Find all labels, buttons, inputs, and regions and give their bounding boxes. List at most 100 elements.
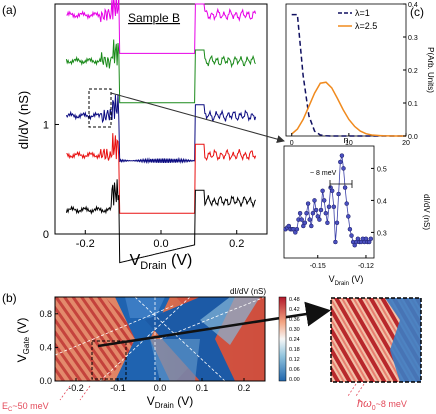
c-bottom-xtick-label: -0.15 bbox=[310, 263, 326, 270]
c-bottom-ytick-label: 0.5 bbox=[377, 166, 387, 173]
sample-annotation: Sample B bbox=[128, 11, 180, 25]
phonon-annotation: ħω0~8 meV bbox=[347, 383, 407, 412]
trace-navy bbox=[65, 94, 257, 165]
c-top-ytick-label: 0.3 bbox=[408, 35, 418, 42]
ec-annotation: EC~50 meV bbox=[2, 385, 91, 413]
colorbar-tick-label: 0.48 bbox=[289, 297, 300, 303]
b-xtick-label: 0.1 bbox=[196, 383, 209, 393]
panel-a: (a) Sample B -0.2 0.0 0.2 0 1 dI/dV (nS) VDr… bbox=[2, 0, 285, 272]
heatmap-guide-1 bbox=[54, 304, 176, 356]
heatmap-zoom-box bbox=[91, 340, 127, 380]
panel-c-label: (c) bbox=[410, 5, 424, 19]
heatmap bbox=[54, 296, 331, 382]
panel-c-bottom-x-axis-label: VDrain (V) bbox=[329, 274, 364, 287]
heatmap-mid-band bbox=[150, 339, 200, 381]
c-bottom-xtick-label: -0.12 bbox=[358, 263, 374, 270]
b-xtick-label: 0.0 bbox=[154, 383, 167, 393]
b-xtick-label: -0.2 bbox=[68, 383, 84, 393]
b-ytick-label: 0.8 bbox=[39, 309, 52, 319]
c-top-xtick-label: 0 bbox=[290, 140, 294, 147]
panel-c-top-axes: 0 10 200.0 0.1 0.2 0.3 0.4 bbox=[290, 2, 418, 147]
colorbar-tick-label: 0.18 bbox=[289, 347, 300, 353]
panel-a-y-axis-label: dI/dV (nS) bbox=[16, 91, 31, 150]
a-xtick-label: -0.2 bbox=[76, 238, 95, 250]
phonon-annotation-line-1 bbox=[347, 383, 357, 397]
c-bottom-point bbox=[339, 153, 345, 158]
c-bottom-point bbox=[336, 191, 341, 197]
b-ytick-label: 0.0 bbox=[39, 376, 52, 386]
c-top-series-1 bbox=[291, 81, 406, 137]
colorbar-tick-label: 0.36 bbox=[289, 317, 300, 323]
panel-a-traces bbox=[65, 0, 257, 264]
c-bottom-point bbox=[299, 217, 304, 222]
panel-b-axes: -0.2 -0.1 0.0 0.1 0.2 0.0 0.4 0.8 bbox=[39, 309, 250, 393]
c-bottom-point bbox=[309, 223, 314, 229]
c-top-ytick-label: 0.4 bbox=[408, 2, 418, 9]
panel-c-bottom-plot bbox=[283, 153, 374, 248]
trace-black bbox=[65, 179, 257, 264]
c-top-xtick-label: 20 bbox=[402, 140, 410, 147]
a-ytick-label: 1 bbox=[43, 119, 49, 131]
heatmap-guide-4 bbox=[159, 296, 266, 340]
c-top-ytick-label: 0.0 bbox=[408, 134, 418, 141]
c-bottom-point bbox=[349, 233, 354, 238]
colorbar-gradient bbox=[278, 296, 287, 382]
c-bottom-point bbox=[325, 220, 330, 226]
colorbar-tick-label: 0.42 bbox=[289, 307, 300, 313]
colorbar-tick-label: 0.12 bbox=[289, 357, 300, 363]
zoom-inset-frame bbox=[330, 297, 422, 383]
colorbar-tick-label: 0.06 bbox=[289, 367, 300, 373]
c-bottom-point bbox=[318, 207, 324, 213]
heatmap-zoom-inset bbox=[330, 297, 422, 383]
panel-a-frame bbox=[54, 3, 268, 235]
heatmap-light-band bbox=[200, 297, 260, 345]
colorbar-tick-label: 0.30 bbox=[289, 327, 300, 333]
panel-c-top-y-axis-label: P(Arb. Units) bbox=[426, 47, 435, 93]
c-bottom-point bbox=[338, 159, 343, 165]
panel-c-top-legend: λ=1 λ=2.5 bbox=[338, 8, 377, 31]
zoom-box bbox=[88, 88, 112, 128]
c-bottom-point bbox=[326, 204, 332, 210]
heatmap-guide-3 bbox=[134, 296, 226, 382]
panel-c-top-plot bbox=[291, 13, 406, 137]
c-bottom-ytick-label: 0.3 bbox=[377, 230, 387, 237]
c-bottom-point bbox=[321, 198, 327, 203]
phonon-annotation-line-2 bbox=[355, 383, 365, 397]
c-top-xtick-label: 10 bbox=[345, 140, 353, 147]
c-bottom-point bbox=[334, 220, 340, 226]
c-bottom-point bbox=[294, 226, 300, 232]
c-bottom-point bbox=[310, 210, 316, 216]
c-bottom-point bbox=[346, 214, 351, 219]
legend-label-lambda-1: λ=1 bbox=[355, 8, 370, 18]
panel-c-top-x-axis-label: n bbox=[343, 135, 348, 145]
heatmap-zoom-arrow bbox=[97, 301, 331, 348]
trace-red bbox=[66, 133, 257, 214]
panel-c-bottom-y-axis-label: dI/dV (nS) bbox=[422, 194, 431, 230]
a-xtick-label: 0.2 bbox=[229, 238, 244, 250]
c-bottom-point bbox=[368, 236, 374, 242]
c-bottom-point bbox=[329, 188, 335, 194]
c-bottom-point bbox=[317, 217, 322, 222]
panel-b-x-axis-label: VDrain (V) bbox=[147, 394, 193, 410]
b-ytick-label: 0.4 bbox=[39, 342, 52, 352]
a-ytick-label: 0 bbox=[43, 229, 49, 241]
panel-b-label: (b) bbox=[2, 291, 17, 305]
panel-b: (b) -0.2 -0.1 0.0 0.1 0.2 0.0 0.4 0.8 VGate (V)… bbox=[2, 287, 422, 413]
zoom-inset-blue bbox=[385, 298, 421, 382]
panel-a-x-axis-label: VDrain (V) bbox=[130, 252, 193, 272]
c-bottom-point bbox=[344, 201, 349, 206]
colorbar-title: dI/dV (nS) bbox=[230, 287, 266, 296]
colorbar: dI/dV (nS) 0.480.420.360.300.240.180.120… bbox=[230, 287, 300, 383]
trace-magenta bbox=[66, 0, 257, 54]
c-bottom-point bbox=[305, 201, 311, 206]
c-top-ytick-label: 0.1 bbox=[408, 101, 418, 108]
c-bottom-ytick-label: 0.4 bbox=[377, 198, 387, 205]
panel-b-y-axis-label: VGate (V) bbox=[15, 318, 31, 363]
b-xtick-label: 0.2 bbox=[238, 383, 251, 393]
panel-a-axes: -0.2 0.0 0.2 0 1 bbox=[43, 119, 244, 250]
c-bottom-point bbox=[312, 198, 317, 203]
c-top-ytick-label: 0.2 bbox=[408, 68, 418, 75]
zoom-arrow bbox=[110, 92, 285, 143]
ec-annotation-text: EC~50 meV bbox=[2, 401, 49, 413]
